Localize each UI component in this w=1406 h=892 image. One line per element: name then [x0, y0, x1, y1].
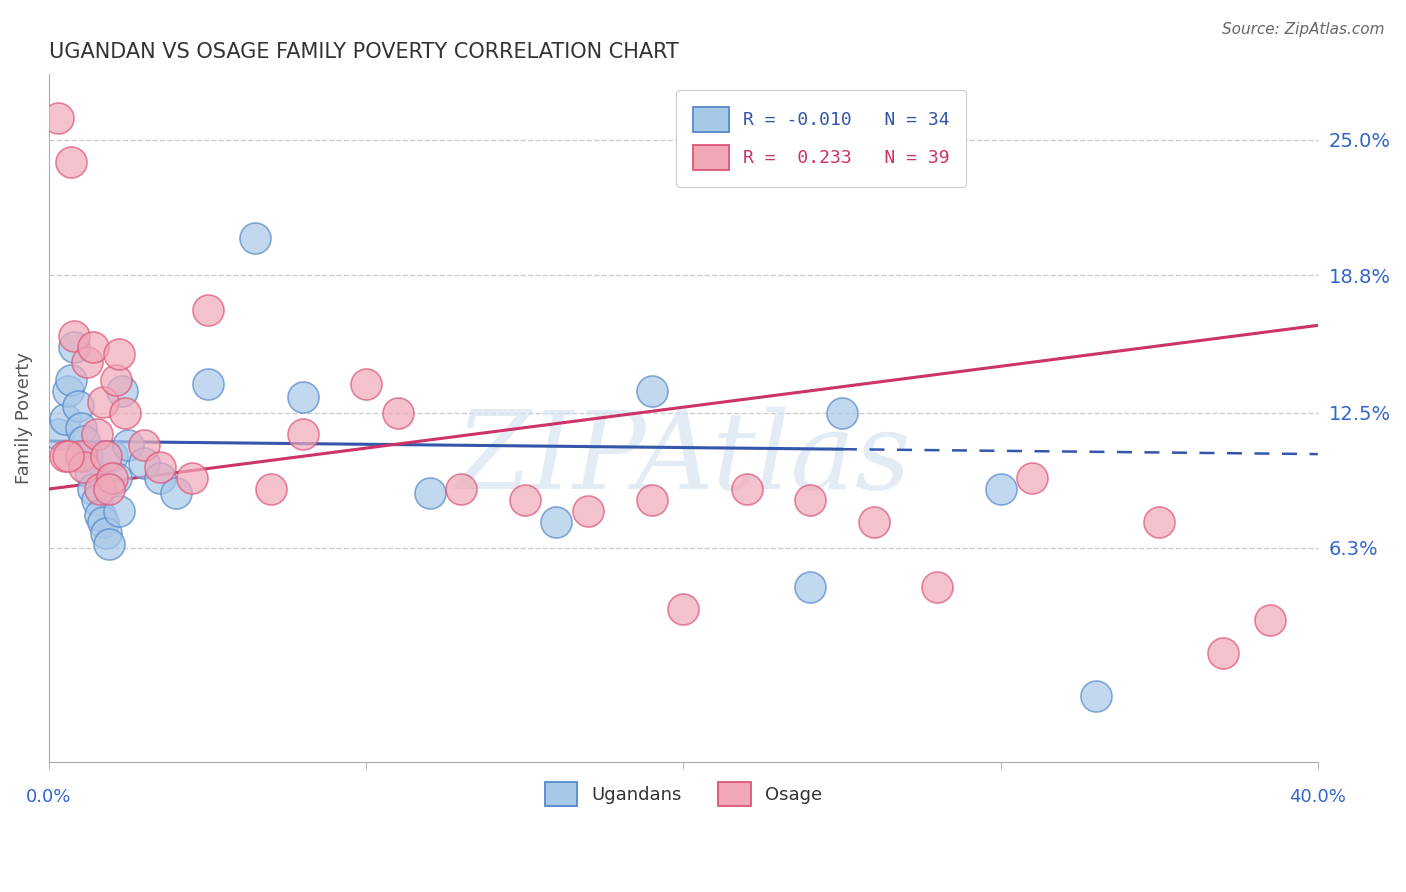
Point: [799, 492, 821, 507]
Point: [260, 482, 283, 496]
Point: [640, 492, 662, 507]
Point: [990, 482, 1012, 496]
Point: [513, 492, 536, 507]
Point: [546, 515, 568, 529]
Point: [63, 340, 86, 354]
Point: [107, 347, 129, 361]
Point: [927, 580, 949, 594]
Point: [66, 399, 89, 413]
Point: [89, 508, 111, 523]
Point: [387, 406, 409, 420]
Point: [86, 492, 108, 507]
Point: [576, 504, 599, 518]
Point: [63, 329, 86, 343]
Point: [735, 482, 758, 496]
Point: [831, 406, 853, 420]
Point: [104, 471, 127, 485]
Point: [69, 450, 91, 464]
Legend: Ugandans, Osage: Ugandans, Osage: [536, 773, 831, 814]
Point: [69, 421, 91, 435]
Point: [48, 427, 70, 442]
Point: [134, 438, 156, 452]
Point: [79, 465, 101, 479]
Y-axis label: Family Poverty: Family Poverty: [15, 352, 32, 484]
Point: [180, 471, 202, 485]
Point: [56, 450, 79, 464]
Point: [114, 406, 136, 420]
Point: [73, 460, 96, 475]
Point: [89, 482, 111, 496]
Point: [82, 340, 104, 354]
Point: [76, 450, 98, 464]
Point: [101, 471, 124, 485]
Point: [799, 580, 821, 594]
Point: [53, 450, 76, 464]
Text: 40.0%: 40.0%: [1289, 788, 1346, 805]
Point: [101, 450, 124, 464]
Point: [60, 154, 83, 169]
Point: [76, 355, 98, 369]
Point: [107, 504, 129, 518]
Point: [197, 377, 219, 392]
Point: [640, 384, 662, 398]
Point: [82, 482, 104, 496]
Point: [56, 384, 79, 398]
Text: ZIPAtlas: ZIPAtlas: [456, 407, 911, 512]
Point: [111, 384, 134, 398]
Point: [291, 427, 314, 442]
Point: [862, 515, 884, 529]
Point: [243, 231, 266, 245]
Point: [1258, 613, 1281, 627]
Point: [149, 471, 172, 485]
Point: [291, 390, 314, 404]
Point: [1212, 646, 1234, 660]
Point: [165, 486, 187, 500]
Point: [86, 427, 108, 442]
Point: [197, 303, 219, 318]
Point: [149, 460, 172, 475]
Point: [60, 373, 83, 387]
Point: [354, 377, 377, 392]
Point: [91, 394, 114, 409]
Point: [419, 486, 441, 500]
Text: 0.0%: 0.0%: [27, 788, 72, 805]
Point: [94, 525, 117, 540]
Point: [104, 373, 127, 387]
Point: [98, 482, 121, 496]
Text: UGANDAN VS OSAGE FAMILY POVERTY CORRELATION CHART: UGANDAN VS OSAGE FAMILY POVERTY CORRELAT…: [49, 42, 679, 62]
Point: [73, 434, 96, 448]
Point: [1147, 515, 1170, 529]
Point: [48, 111, 70, 125]
Point: [94, 450, 117, 464]
Point: [672, 602, 695, 616]
Text: Source: ZipAtlas.com: Source: ZipAtlas.com: [1222, 22, 1385, 37]
Point: [117, 438, 139, 452]
Point: [1084, 690, 1107, 704]
Point: [450, 482, 472, 496]
Point: [134, 456, 156, 470]
Point: [91, 515, 114, 529]
Point: [1021, 471, 1043, 485]
Point: [53, 412, 76, 426]
Point: [98, 536, 121, 550]
